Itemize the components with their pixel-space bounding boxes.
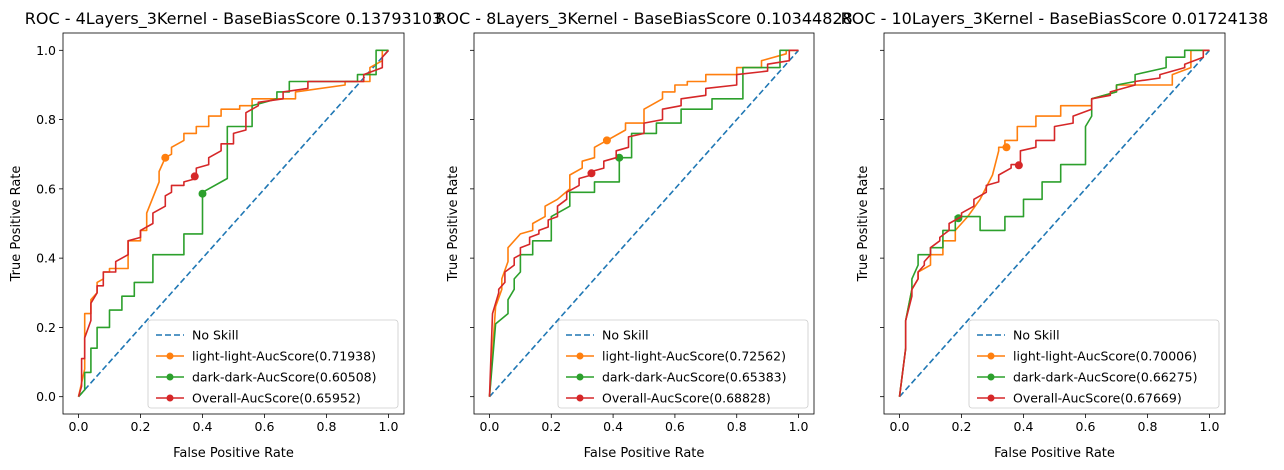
legend-label: light-light-AucScore(0.71938) bbox=[192, 349, 376, 364]
threshold-marker bbox=[198, 189, 207, 198]
threshold-marker bbox=[190, 172, 199, 181]
legend-marker bbox=[166, 352, 174, 360]
legend-marker bbox=[987, 373, 995, 381]
x-axis-label: False Positive Rate bbox=[173, 446, 294, 461]
x-tick-label: 0.6 bbox=[255, 419, 275, 434]
series-line-no-skill bbox=[488, 49, 800, 398]
roc-panel-2: ROC - 8Layers_3Kernel - BaseBiasScore 0.… bbox=[435, 9, 852, 461]
x-tick-label: 0.6 bbox=[665, 419, 685, 434]
threshold-marker bbox=[602, 136, 611, 145]
series-line-no-skill bbox=[77, 49, 390, 398]
x-tick-label: 0.8 bbox=[317, 419, 337, 434]
legend-label: Overall-AucScore(0.67669) bbox=[1013, 391, 1182, 406]
x-tick-label: 1.0 bbox=[379, 419, 399, 434]
threshold-marker bbox=[1002, 143, 1011, 152]
x-tick-label: 0.4 bbox=[193, 419, 213, 434]
chart-title: ROC - 8Layers_3Kernel - BaseBiasScore 0.… bbox=[435, 9, 852, 29]
x-axis-label: False Positive Rate bbox=[584, 446, 705, 461]
legend-box bbox=[147, 319, 399, 409]
x-tick-label: 0.0 bbox=[69, 419, 89, 434]
legend-box bbox=[557, 319, 809, 409]
y-tick-label: 1.0 bbox=[36, 43, 56, 58]
threshold-marker bbox=[161, 153, 170, 162]
series-line-no-skill bbox=[898, 49, 1211, 398]
series-line-auc-2 bbox=[77, 49, 389, 398]
y-tick-label: 0.0 bbox=[36, 389, 56, 404]
series-line-auc-2 bbox=[488, 49, 799, 397]
legend-label: No Skill bbox=[192, 328, 239, 343]
threshold-marker bbox=[615, 153, 624, 162]
y-tick-label: 0.8 bbox=[36, 112, 56, 127]
legend-marker bbox=[166, 373, 174, 381]
threshold-marker bbox=[1014, 161, 1023, 170]
legend-label: dark-dark-AucScore(0.65383) bbox=[602, 370, 787, 385]
x-tick-label: 0.8 bbox=[727, 419, 747, 434]
series-line-auc-1 bbox=[488, 49, 799, 397]
legend-marker bbox=[576, 373, 584, 381]
threshold-marker bbox=[587, 169, 596, 178]
series-line-auc-3 bbox=[898, 49, 1210, 397]
series-line-auc-3 bbox=[77, 49, 390, 397]
y-axis-label: True Positive Rate bbox=[856, 166, 871, 283]
x-tick-label: 0.6 bbox=[1076, 419, 1096, 434]
legend-marker bbox=[987, 394, 995, 402]
x-tick-label: 0.2 bbox=[541, 419, 561, 434]
roc-panel-1: ROC - 4Layers_3Kernel - BaseBiasScore 0.… bbox=[9, 9, 442, 461]
legend-label: No Skill bbox=[602, 328, 649, 343]
x-tick-label: 0.8 bbox=[1138, 419, 1158, 434]
legend-marker bbox=[576, 352, 584, 360]
x-tick-label: 0.4 bbox=[603, 419, 623, 434]
x-tick-label: 1.0 bbox=[789, 419, 809, 434]
legend-marker bbox=[576, 394, 584, 402]
legend-label: dark-dark-AucScore(0.60508) bbox=[192, 370, 377, 385]
legend-marker bbox=[987, 352, 995, 360]
x-axis-label: False Positive Rate bbox=[994, 446, 1115, 461]
y-tick-label: 0.2 bbox=[36, 320, 56, 335]
y-axis-label: True Positive Rate bbox=[446, 166, 461, 283]
x-tick-label: 0.2 bbox=[952, 419, 972, 434]
y-axis-label: True Positive Rate bbox=[9, 166, 24, 283]
x-tick-label: 0.0 bbox=[890, 419, 910, 434]
x-tick-label: 0.2 bbox=[131, 419, 151, 434]
legend-label: Overall-AucScore(0.68828) bbox=[602, 391, 771, 406]
legend-box bbox=[968, 319, 1220, 409]
legend-label: light-light-AucScore(0.72562) bbox=[602, 349, 786, 364]
x-tick-label: 0.0 bbox=[480, 419, 500, 434]
legend-label: dark-dark-AucScore(0.66275) bbox=[1013, 370, 1198, 385]
series-line-auc-2 bbox=[898, 49, 1210, 397]
chart-title: ROC - 4Layers_3Kernel - BaseBiasScore 0.… bbox=[25, 9, 442, 29]
legend-label: Overall-AucScore(0.65952) bbox=[192, 391, 361, 406]
legend-label: light-light-AucScore(0.70006) bbox=[1013, 349, 1197, 364]
legend-marker bbox=[166, 394, 174, 402]
x-tick-label: 1.0 bbox=[1200, 419, 1220, 434]
y-tick-label: 0.4 bbox=[36, 251, 56, 266]
y-tick-label: 0.6 bbox=[36, 181, 56, 196]
roc-panel-3: ROC - 10Layers_3Kernel - BaseBiasScore 0… bbox=[841, 9, 1269, 461]
legend-label: No Skill bbox=[1013, 328, 1060, 343]
x-tick-label: 0.4 bbox=[1014, 419, 1034, 434]
chart-title: ROC - 10Layers_3Kernel - BaseBiasScore 0… bbox=[841, 9, 1269, 29]
